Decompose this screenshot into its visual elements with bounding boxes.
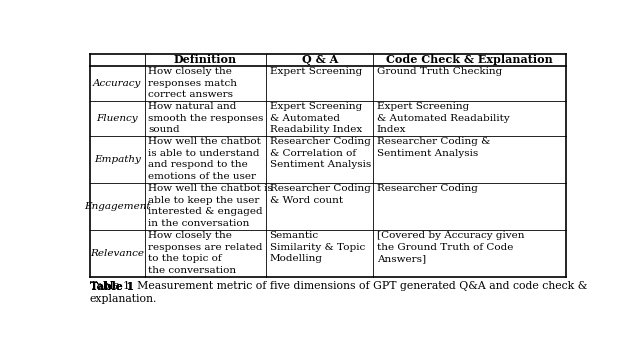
Text: Accuracy: Accuracy — [93, 79, 141, 88]
Text: Researcher Coding: Researcher Coding — [377, 185, 477, 193]
Text: Definition: Definition — [174, 54, 237, 65]
Text: Code Check & Explanation: Code Check & Explanation — [387, 54, 553, 65]
Text: Semantic
Similarity & Topic
Modelling: Semantic Similarity & Topic Modelling — [269, 231, 365, 263]
Text: How closely the
responses are related
to the topic of
the conversation: How closely the responses are related to… — [148, 231, 262, 275]
Text: Expert Screening
& Automated
Readability Index: Expert Screening & Automated Readability… — [269, 102, 362, 134]
Text: Ground Truth Checking: Ground Truth Checking — [377, 67, 502, 76]
Text: How well the chatbot
is able to understand
and respond to the
emotions of the us: How well the chatbot is able to understa… — [148, 138, 261, 181]
Text: Relevance: Relevance — [90, 249, 144, 258]
Text: Researcher Coding
& Correlation of
Sentiment Analysis: Researcher Coding & Correlation of Senti… — [269, 138, 371, 169]
Text: Q & A: Q & A — [301, 54, 338, 65]
Text: Fluency: Fluency — [97, 114, 138, 123]
Text: How closely the
responses match
correct answers: How closely the responses match correct … — [148, 67, 237, 99]
Text: Engagement: Engagement — [84, 202, 150, 211]
Text: Researcher Coding &
Sentiment Analysis: Researcher Coding & Sentiment Analysis — [377, 138, 490, 158]
Text: How well the chatbot is
able to keep the user
interested & engaged
in the conver: How well the chatbot is able to keep the… — [148, 185, 273, 228]
Text: Expert Screening: Expert Screening — [269, 67, 362, 76]
Text: Researcher Coding
& Word count: Researcher Coding & Word count — [269, 185, 371, 205]
Text: Expert Screening
& Automated Readability
Index: Expert Screening & Automated Readability… — [377, 102, 509, 134]
Text: Table 1  Measurement metric of five dimensions of GPT generated Q&A and code che: Table 1 Measurement metric of five dimen… — [90, 281, 588, 304]
Text: [Covered by Accuracy given
the Ground Truth of Code
Answers]: [Covered by Accuracy given the Ground Tr… — [377, 231, 524, 263]
Text: Empathy: Empathy — [94, 155, 141, 164]
Text: Table 1: Table 1 — [90, 281, 134, 292]
Text: Table 1: Table 1 — [90, 281, 134, 292]
Text: How natural and
smooth the responses
sound: How natural and smooth the responses sou… — [148, 102, 264, 134]
